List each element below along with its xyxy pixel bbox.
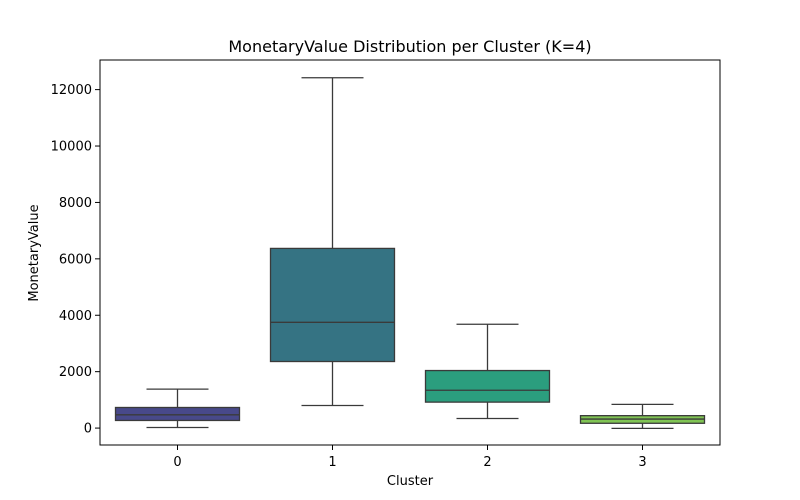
box-cluster-0 — [114, 388, 241, 429]
chart-title: MonetaryValue Distribution per Cluster (… — [228, 37, 591, 56]
x-axis-label: Cluster — [387, 474, 434, 489]
box-cluster-3 — [579, 403, 706, 430]
x-axis: 0 1 2 3 — [173, 445, 647, 470]
x-tick-label-1: 1 — [328, 455, 336, 470]
iqr-box-0 — [114, 406, 241, 422]
y-tick-label-6000: 6000 — [59, 252, 92, 267]
y-axis-label: MonetaryValue — [27, 204, 42, 301]
x-tick-label-3: 3 — [638, 455, 646, 470]
iqr-box-1 — [269, 247, 396, 363]
plot-frame — [99, 59, 721, 446]
box-cluster-2 — [424, 323, 551, 420]
y-tick-label-4000: 4000 — [59, 309, 92, 324]
y-tick-label-8000: 8000 — [59, 196, 92, 211]
x-tick-label-2: 2 — [483, 455, 491, 470]
iqr-box-2 — [424, 369, 551, 403]
x-tick-label-0: 0 — [173, 455, 181, 470]
y-tick-label-0: 0 — [84, 422, 92, 437]
y-axis: 0 2000 4000 6000 8000 10000 12000 — [51, 83, 100, 437]
plot-area — [114, 77, 706, 430]
y-tick-label-2000: 2000 — [59, 365, 92, 380]
y-tick-label-12000: 12000 — [51, 83, 92, 98]
box-cluster-1 — [269, 77, 396, 407]
y-tick-label-10000: 10000 — [51, 140, 92, 155]
